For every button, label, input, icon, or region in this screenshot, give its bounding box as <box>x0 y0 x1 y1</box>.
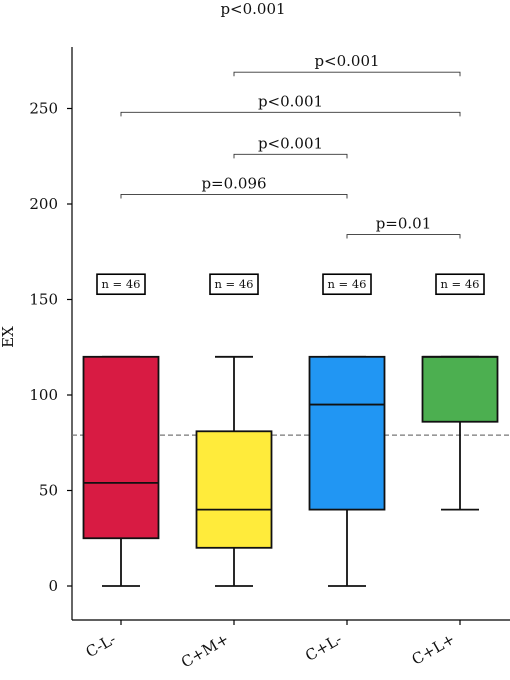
box-group-C+M+ <box>195 355 273 587</box>
box <box>82 355 160 540</box>
y-tick-label: 250 <box>29 100 58 118</box>
significance-bracket <box>120 111 461 117</box>
y-axis-label: EX <box>0 326 17 348</box>
x-tick-label: C+M+ <box>178 630 232 672</box>
n-label: n = 46 <box>215 277 254 291</box>
sample-size-labels: n = 46 n = 46 n = 46 n = 46 <box>96 273 485 296</box>
significance-bracket <box>233 71 461 77</box>
box <box>421 355 499 423</box>
y-tick-label: 0 <box>48 577 58 595</box>
p-value-label: p<0.001 <box>314 52 379 70</box>
box <box>308 355 386 511</box>
p-value-label: p<0.001 <box>258 92 323 110</box>
x-axis: C-L- C+M+ C+L- C+L+ <box>72 619 510 672</box>
box-group-C+L+ <box>421 355 499 511</box>
y-axis: 0 50 100 150 200 250 <box>29 47 73 620</box>
y-tick-label: 150 <box>29 291 58 309</box>
y-tick-label: 200 <box>29 195 58 213</box>
n-label-box <box>96 273 146 296</box>
y-tick-label: 50 <box>39 482 58 500</box>
p-value-label: p<0.001 <box>258 134 323 152</box>
box-group-C+L- <box>308 355 386 587</box>
x-tick-label: C+L+ <box>409 630 458 669</box>
y-tick-label: 100 <box>29 386 58 404</box>
x-tick-label: C+L- <box>302 630 345 665</box>
overall-p-value: p<0.001 <box>220 0 285 18</box>
n-label-box <box>209 273 259 296</box>
n-label: n = 46 <box>328 277 367 291</box>
n-label: n = 46 <box>441 277 480 291</box>
p-value-label: p=0.01 <box>376 215 432 233</box>
n-label: n = 46 <box>102 277 141 291</box>
p-value-label: p=0.096 <box>201 174 266 192</box>
significance-brackets: p=0.01 p=0.096 p<0.001 p<0.001 p<0.001 <box>120 52 461 239</box>
n-label-box <box>435 273 485 296</box>
significance-bracket <box>120 194 348 199</box>
significance-bracket <box>233 153 348 159</box>
boxes <box>82 355 499 587</box>
box-group-C-L- <box>82 355 160 587</box>
box <box>195 430 273 549</box>
n-label-box <box>322 273 372 296</box>
x-tick-label: C-L- <box>83 630 119 661</box>
significance-bracket <box>346 234 461 239</box>
